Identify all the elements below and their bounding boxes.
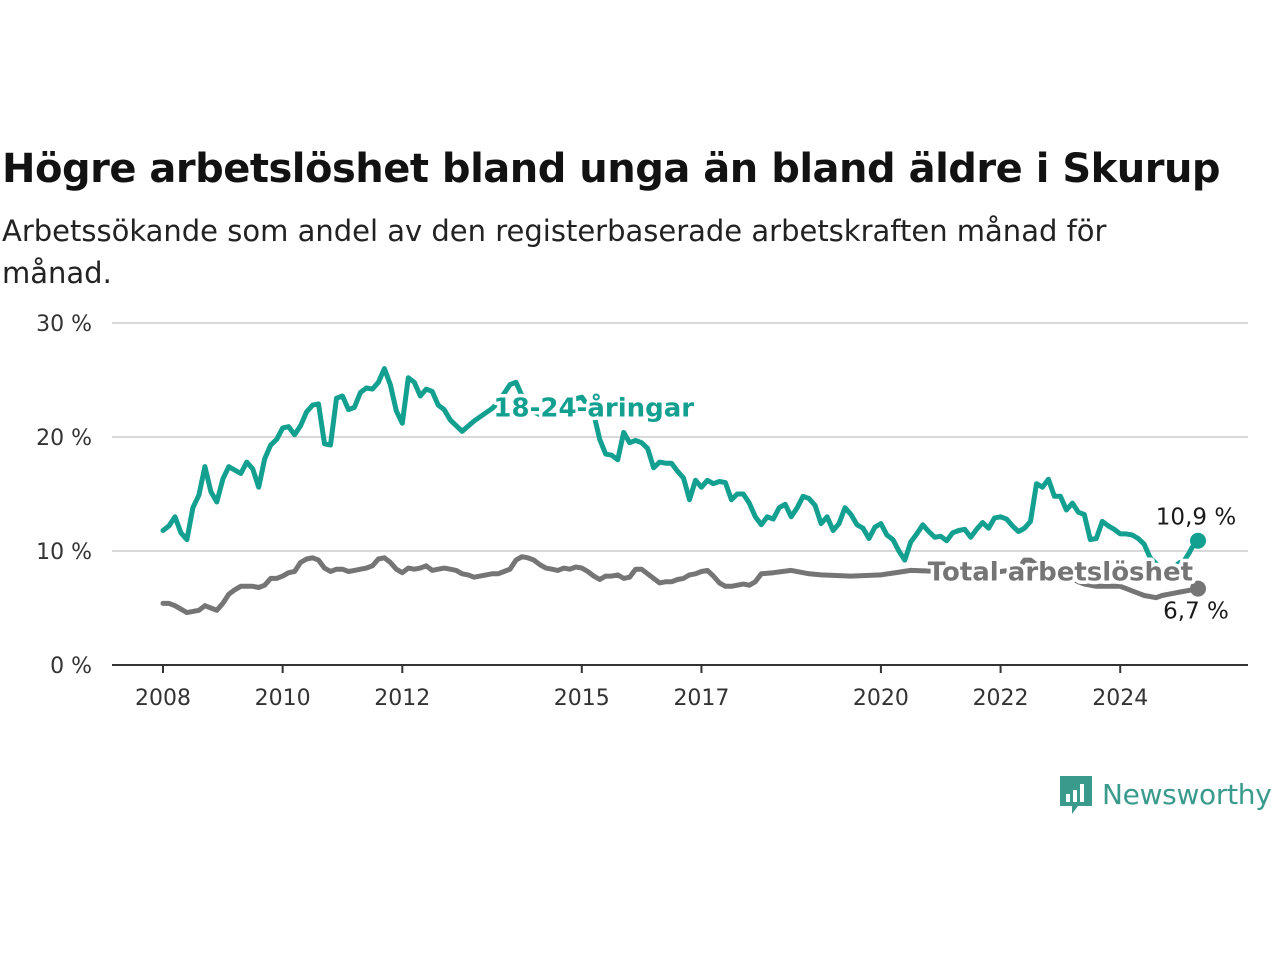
series-lines	[160, 366, 1206, 616]
y-axis-ticks: 0 % 10 % 20 % 30 %	[36, 312, 92, 679]
x-tick-label: 2008	[135, 686, 191, 711]
chart-title: Högre arbetslöshet bland unga än bland ä…	[2, 146, 1221, 192]
grid-lines	[112, 322, 1248, 552]
end-point-total	[1190, 580, 1206, 597]
series-label-young: 18-24-åringar	[493, 391, 694, 423]
x-tick-label: 2017	[673, 686, 729, 711]
end-value-label-young: 10,9 %	[1156, 505, 1236, 531]
brand-name: Newsworthy	[1102, 777, 1272, 811]
y-tick-label: 0 %	[50, 654, 92, 679]
y-tick-label: 10 %	[36, 540, 92, 565]
line-chart: 0 % 10 % 20 % 30 % 2008 2010 2012 2015 2017 2020…	[36, 312, 1248, 711]
x-tick-label: 2012	[374, 686, 430, 711]
y-tick-label: 20 %	[36, 426, 92, 451]
x-tick-label: 2020	[853, 686, 909, 711]
series-labels: 10,9 % 6,7 % 18-24-åringar Total arbetslösh…	[490, 388, 1236, 625]
series-line-young	[160, 366, 1201, 580]
y-tick-label: 30 %	[36, 312, 92, 337]
series-label-total: Total arbetslöshet	[928, 558, 1193, 588]
x-tick-label: 2015	[554, 686, 610, 711]
chart-subtitle: Arbetssökande som andel av den registerb…	[2, 214, 1107, 290]
end-point-young	[1190, 532, 1206, 549]
x-tick-label: 2022	[973, 686, 1029, 711]
x-axis: 2008 2010 2012 2015 2017 2020 2022 2024	[112, 664, 1248, 711]
end-value-label-total: 6,7 %	[1163, 599, 1229, 625]
x-tick-label: 2010	[255, 686, 311, 711]
series-line-total	[160, 554, 1201, 616]
newsworthy-logo[interactable]: Newsworthy	[1058, 772, 1272, 816]
bar-chart-icon	[1060, 776, 1092, 814]
x-tick-label: 2024	[1092, 686, 1148, 711]
